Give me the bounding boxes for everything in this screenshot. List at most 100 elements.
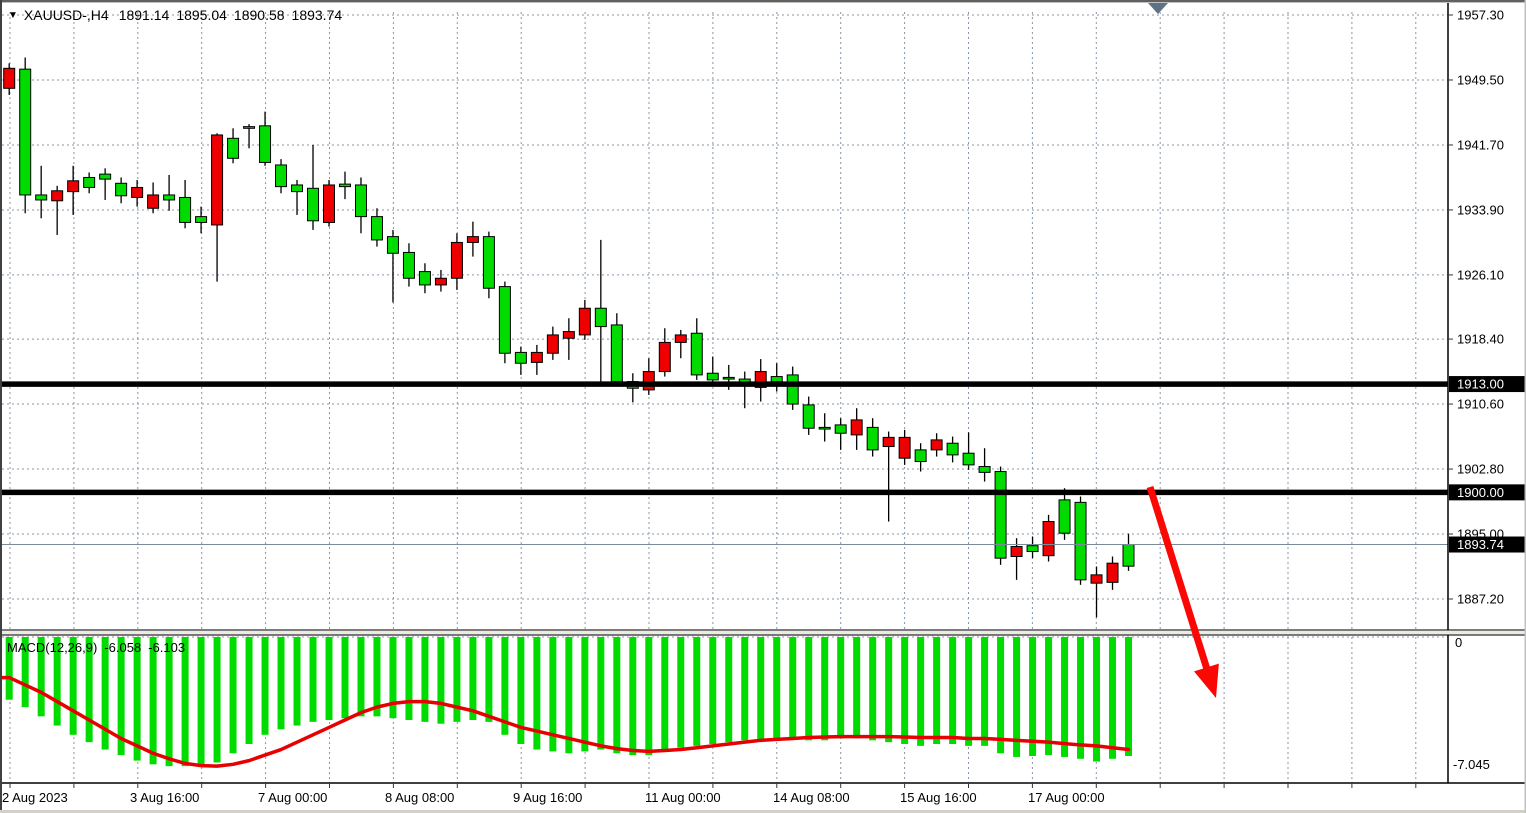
macd-histogram-bar (613, 637, 621, 754)
macd-histogram-bar (245, 637, 253, 745)
time-axis-label: 9 Aug 16:00 (513, 790, 582, 805)
macd-scale-max-label: 0 (1455, 635, 1462, 650)
macd-histogram-bar (565, 637, 573, 754)
macd-scale-min-label: -7.045 (1453, 757, 1490, 772)
candle-body (1074, 501, 1087, 581)
candle-body (338, 183, 351, 188)
window-left-border (0, 0, 2, 810)
candle-body (370, 216, 383, 241)
candle-body (67, 180, 80, 193)
macd-histogram-bar (469, 637, 477, 721)
candle-body (530, 351, 543, 363)
macd-histogram-bar (661, 637, 669, 752)
macd-histogram-bar (389, 637, 397, 719)
macd-histogram-bar (949, 637, 957, 745)
candle-body (690, 332, 703, 376)
candle-body (562, 331, 575, 339)
candle-body (594, 307, 607, 328)
macd-histogram-bar (517, 637, 525, 745)
candle-body (179, 196, 192, 223)
hline-price-badge: 1900.00 (1457, 485, 1504, 500)
macd-histogram-bar (453, 637, 461, 722)
candle-body (3, 67, 16, 89)
chart-title: ▼ XAUUSD-,H4 1891.14 1895.04 1890.58 1893.74 (8, 7, 349, 23)
macd-histogram-bar (693, 637, 701, 746)
candle-body (674, 334, 687, 343)
shift-marker-triangle-icon[interactable] (1148, 3, 1168, 14)
candle-body (227, 137, 240, 159)
macd-histogram-bar (37, 637, 45, 717)
candle-body (882, 436, 895, 448)
macd-histogram-bar (421, 637, 429, 722)
macd-histogram-bar (485, 637, 493, 722)
macd-histogram-bar (501, 637, 509, 735)
current-price-badge-bg (1449, 536, 1526, 553)
candle-body (450, 241, 463, 279)
time-axis-label: 7 Aug 00:00 (258, 790, 327, 805)
candle-body (802, 404, 815, 429)
candle-body (211, 134, 224, 226)
hline-price-badge-bg (1449, 376, 1526, 393)
candle-body (323, 184, 335, 223)
trend-arrow-head[interactable] (1194, 663, 1219, 698)
macd-signal-line (0, 675, 1131, 768)
macd-histogram-bar (629, 637, 637, 756)
candle-body (658, 341, 671, 373)
macd-histogram-bar (325, 637, 333, 721)
window-top-border-light (0, 2, 1526, 3)
macd-histogram-bar (261, 637, 269, 735)
collapse-triangle-icon[interactable]: ▼ (8, 10, 18, 21)
candle-body (578, 307, 591, 336)
trend-arrow-shaft[interactable] (1146, 485, 1212, 675)
macd-histogram-bar (725, 637, 733, 743)
candle-body (466, 236, 479, 243)
macd-signal-value: -6.103 (148, 640, 186, 655)
macd-histogram-bar (917, 637, 925, 746)
ohlc-open: 1891.14 (118, 7, 170, 23)
candle-body (418, 271, 431, 286)
macd-histogram-bar (309, 637, 317, 722)
candle-body (722, 376, 735, 380)
macd-histogram-bar (405, 637, 413, 721)
macd-histogram-bar (597, 637, 605, 750)
macd-histogram-bar (181, 637, 189, 767)
macd-name: MACD(12,26,9) (7, 640, 98, 655)
candle-body (914, 449, 927, 463)
macd-histogram-bar (709, 637, 717, 745)
current-price-badge: 1893.74 (1457, 537, 1504, 552)
macd-histogram-bar (1125, 637, 1132, 757)
candle-body (978, 466, 991, 473)
pane-divider[interactable] (0, 631, 1526, 635)
macd-histogram-bar (165, 637, 173, 767)
price-tick-label: 1902.80 (1457, 462, 1504, 477)
time-axis-label: 17 Aug 00:00 (1028, 790, 1105, 805)
macd-histogram-bar (965, 637, 973, 746)
candle-body (754, 371, 767, 388)
candle-body (163, 194, 176, 201)
window-bottom-strip[interactable] (0, 810, 1526, 813)
candle-body (1122, 544, 1135, 567)
candle-body (291, 184, 304, 193)
candle-body (19, 68, 32, 196)
candle-body (307, 187, 320, 222)
macd-histogram-bar (933, 637, 941, 745)
macd-histogram-bar (117, 637, 125, 756)
hline-price-badge: 1913.00 (1457, 377, 1504, 392)
window-top-border (0, 0, 1526, 2)
macd-histogram-bar (1077, 637, 1085, 759)
candle-body (131, 186, 144, 198)
price-tick-label: 1887.20 (1457, 592, 1504, 607)
candle-body (51, 190, 64, 202)
price-tick-label: 1910.60 (1457, 397, 1504, 412)
candle-body (962, 452, 975, 466)
candle-body (259, 125, 272, 163)
candle-body (195, 216, 208, 223)
candle-body (818, 426, 831, 430)
candle-body (786, 374, 799, 405)
price-tick-label: 1941.70 (1457, 137, 1504, 152)
macd-histogram-bar (21, 637, 29, 708)
ohlc-close: 1893.74 (291, 7, 343, 23)
macd-histogram-bar (357, 637, 365, 717)
macd-histogram-bar (1093, 637, 1101, 762)
